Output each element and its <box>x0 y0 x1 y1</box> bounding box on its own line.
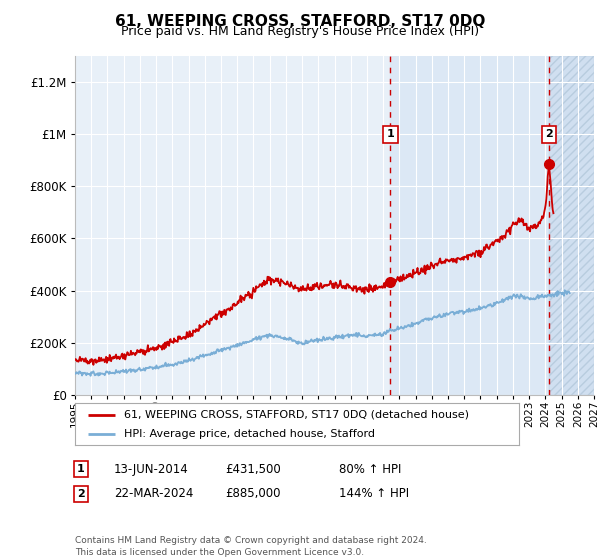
Text: 2: 2 <box>77 489 85 499</box>
Text: 144% ↑ HPI: 144% ↑ HPI <box>339 487 409 501</box>
Text: £885,000: £885,000 <box>225 487 281 501</box>
Text: Price paid vs. HM Land Registry's House Price Index (HPI): Price paid vs. HM Land Registry's House … <box>121 25 479 38</box>
Text: 1: 1 <box>77 464 85 474</box>
Text: £431,500: £431,500 <box>225 463 281 476</box>
Text: 1: 1 <box>386 129 394 139</box>
Text: 13-JUN-2014: 13-JUN-2014 <box>114 463 189 476</box>
Bar <box>549 56 594 395</box>
Text: 61, WEEPING CROSS, STAFFORD, ST17 0DQ (detached house): 61, WEEPING CROSS, STAFFORD, ST17 0DQ (d… <box>124 409 469 419</box>
Bar <box>391 56 549 395</box>
Bar <box>549 56 594 395</box>
Text: Contains HM Land Registry data © Crown copyright and database right 2024.
This d: Contains HM Land Registry data © Crown c… <box>75 536 427 557</box>
Text: 80% ↑ HPI: 80% ↑ HPI <box>339 463 401 476</box>
Text: 22-MAR-2024: 22-MAR-2024 <box>114 487 193 501</box>
Text: 61, WEEPING CROSS, STAFFORD, ST17 0DQ: 61, WEEPING CROSS, STAFFORD, ST17 0DQ <box>115 14 485 29</box>
Text: 2: 2 <box>545 129 553 139</box>
Text: HPI: Average price, detached house, Stafford: HPI: Average price, detached house, Staf… <box>124 429 375 439</box>
